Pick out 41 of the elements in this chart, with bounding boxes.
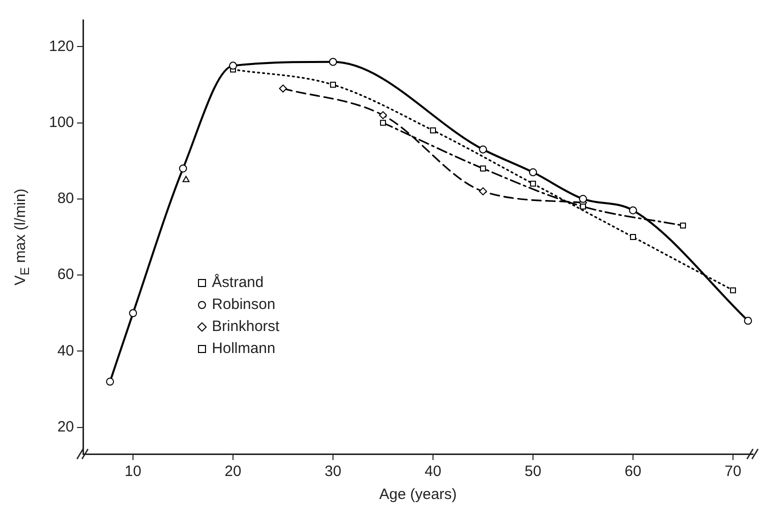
point bbox=[229, 62, 238, 70]
point bbox=[744, 316, 752, 325]
y-tick-label: 60 bbox=[57, 266, 74, 284]
point bbox=[329, 58, 338, 66]
point bbox=[479, 187, 488, 196]
point bbox=[430, 127, 436, 134]
y-tick-label: 120 bbox=[48, 38, 74, 55]
point bbox=[379, 111, 388, 120]
x-tick-label: 40 bbox=[424, 463, 442, 480]
y-tick-label: 40 bbox=[57, 342, 74, 360]
point bbox=[629, 206, 638, 214]
x-tick-label: 20 bbox=[224, 463, 242, 480]
legend-label: Åstrand bbox=[212, 274, 264, 291]
point bbox=[479, 145, 488, 154]
point bbox=[630, 234, 636, 240]
x-axis-title: Age (years) bbox=[379, 486, 457, 504]
point bbox=[380, 120, 386, 126]
legend-label: Robinson bbox=[212, 296, 276, 313]
point bbox=[730, 287, 736, 294]
x-tick-label: 30 bbox=[324, 463, 342, 480]
point bbox=[529, 168, 538, 176]
x-tick-label: 70 bbox=[724, 463, 742, 480]
point bbox=[129, 309, 138, 318]
y-tick-label: 80 bbox=[57, 190, 74, 208]
legend-label: Hollmann bbox=[212, 340, 276, 357]
x-tick-label: 10 bbox=[124, 463, 142, 480]
point bbox=[330, 82, 336, 88]
point bbox=[182, 176, 190, 182]
point bbox=[530, 180, 536, 187]
point bbox=[480, 166, 486, 172]
point bbox=[179, 164, 188, 172]
point bbox=[680, 222, 686, 229]
point bbox=[106, 378, 114, 386]
x-tick-label: 60 bbox=[624, 463, 642, 480]
y-tick-label: 20 bbox=[57, 418, 74, 436]
y-tick-label: 100 bbox=[48, 114, 74, 131]
x-tick-label: 50 bbox=[524, 463, 542, 480]
point bbox=[579, 194, 588, 203]
point bbox=[580, 204, 586, 210]
point bbox=[279, 84, 288, 93]
legend-label: Brinkhorst bbox=[212, 318, 280, 335]
